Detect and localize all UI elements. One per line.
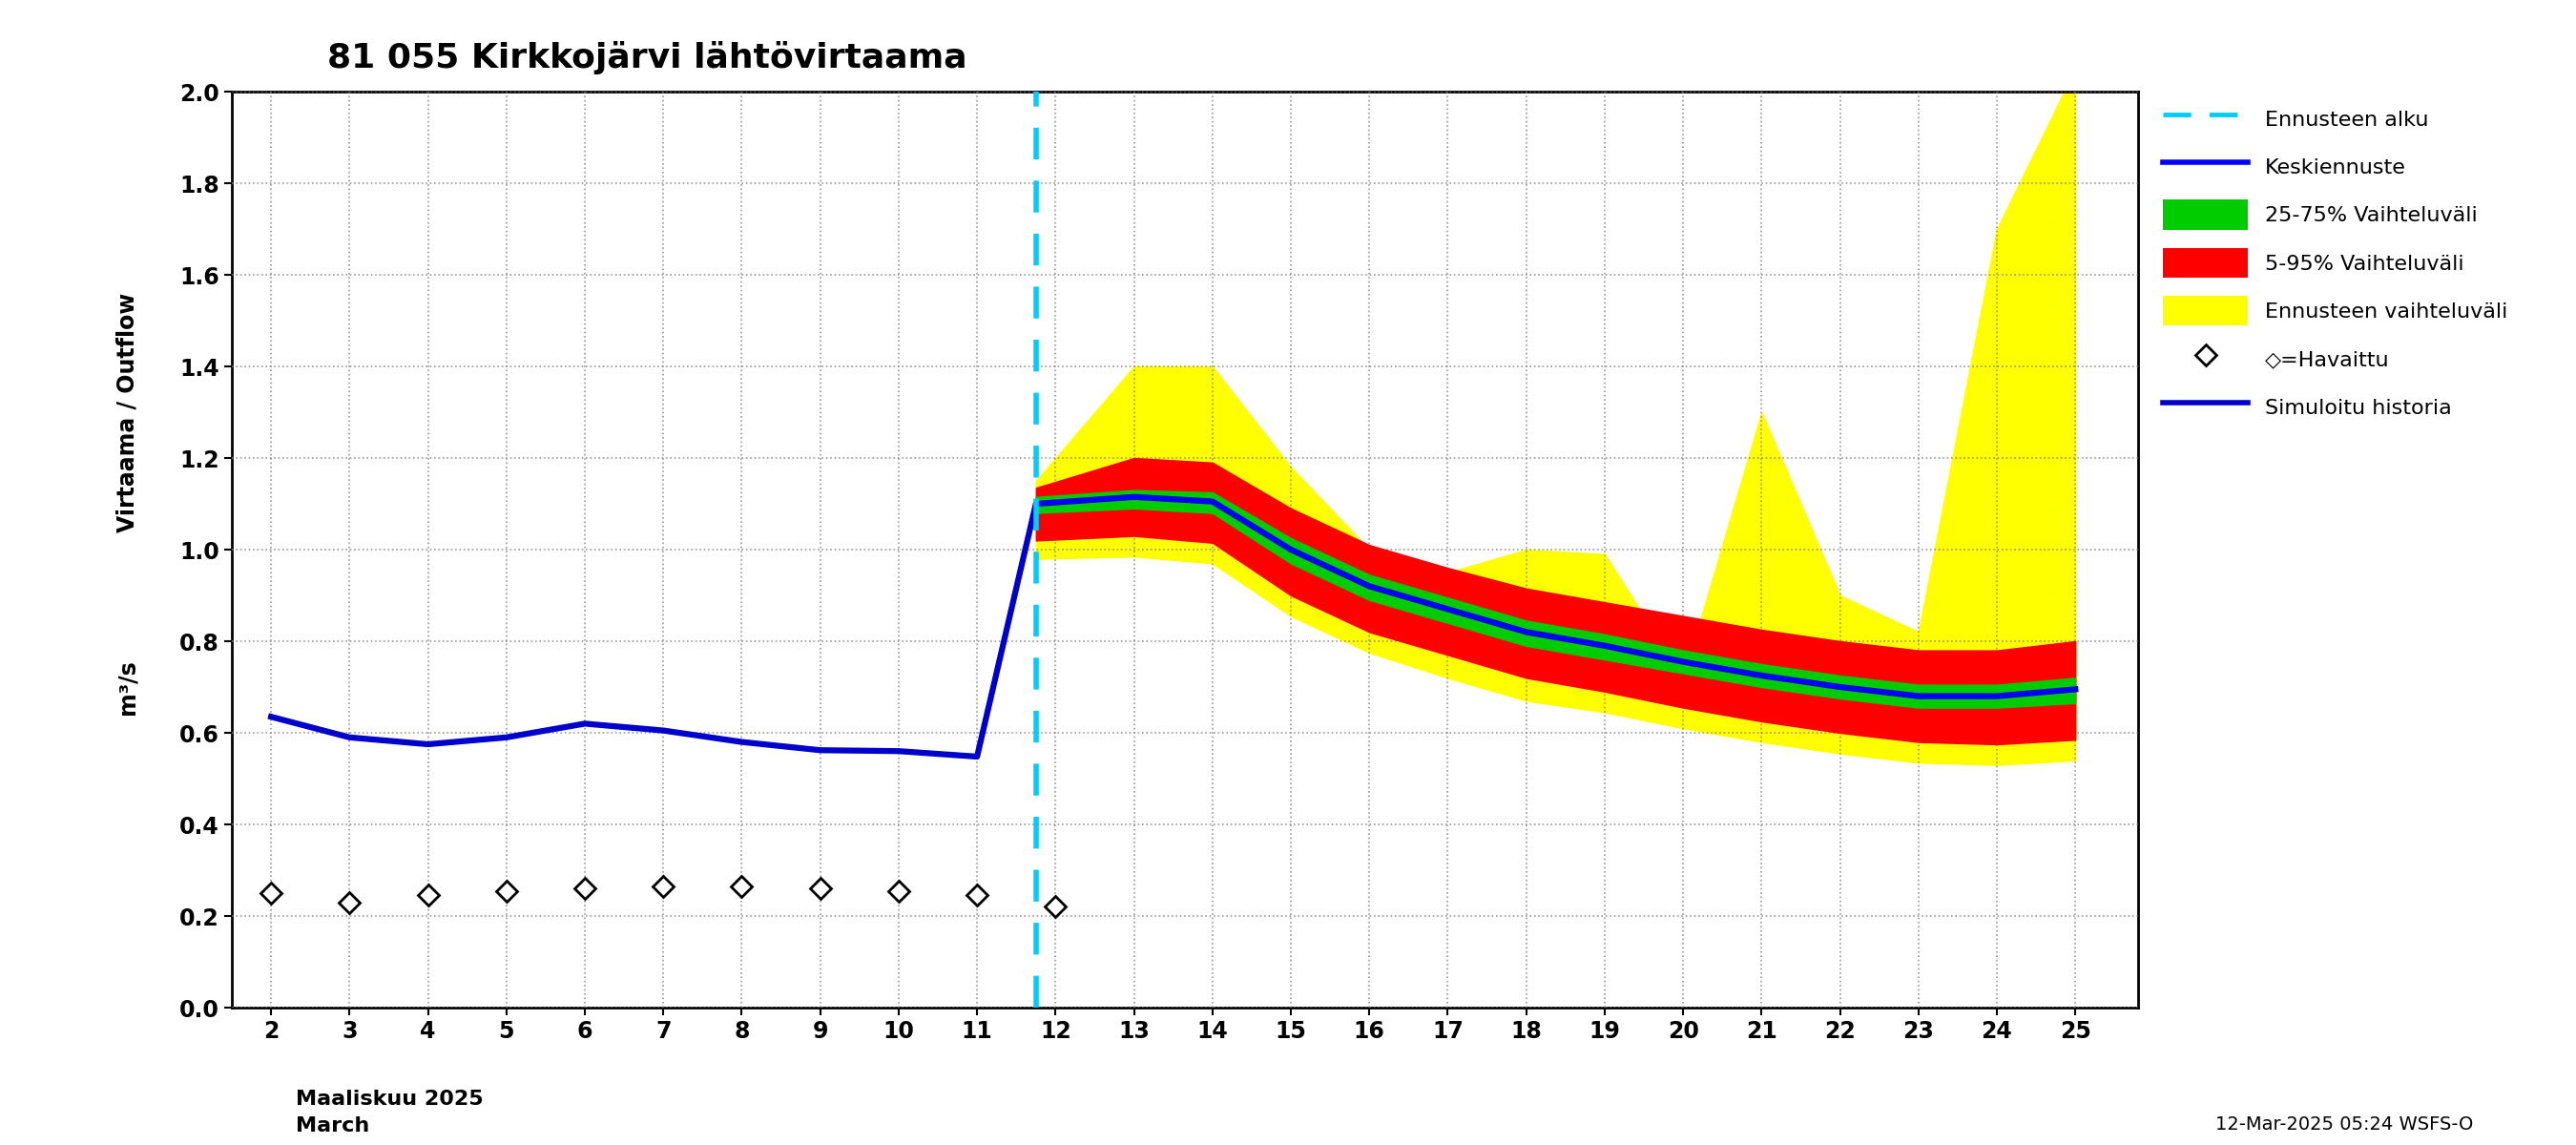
Legend: Ennusteen alku, Keskiennuste, 25-75% Vaihteluväli, 5-95% Vaihteluväli, Ennusteen: Ennusteen alku, Keskiennuste, 25-75% Vai…: [2154, 93, 2519, 433]
Text: 81 055 Kirkkojärvi lähtövirtaama: 81 055 Kirkkojärvi lähtövirtaama: [327, 41, 966, 74]
Text: 12-Mar-2025 05:24 WSFS-O: 12-Mar-2025 05:24 WSFS-O: [2215, 1115, 2473, 1134]
Text: m³/s: m³/s: [116, 660, 139, 714]
Text: March: March: [296, 1116, 371, 1135]
Text: Maaliskuu 2025: Maaliskuu 2025: [296, 1090, 484, 1108]
Text: Virtaama / Outflow: Virtaama / Outflow: [116, 292, 139, 532]
